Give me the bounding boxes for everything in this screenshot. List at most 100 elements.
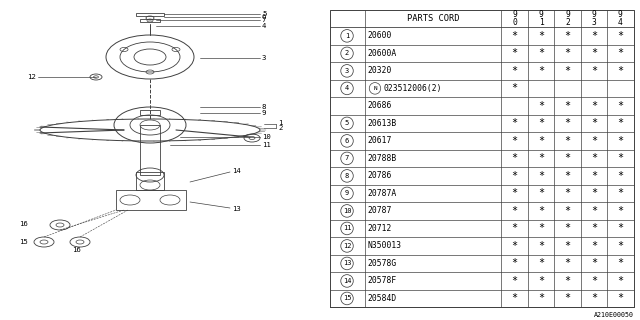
Text: 9
4: 9 4 <box>618 10 623 27</box>
Text: *: * <box>538 153 544 164</box>
Text: *: * <box>511 241 518 251</box>
Text: *: * <box>538 188 544 198</box>
Text: *: * <box>591 66 597 76</box>
Text: 10: 10 <box>262 134 271 140</box>
Text: *: * <box>591 101 597 111</box>
Bar <box>136 13 164 16</box>
Text: *: * <box>538 171 544 181</box>
Text: 11: 11 <box>343 225 351 231</box>
Text: 20578F: 20578F <box>367 276 397 285</box>
Text: 20584D: 20584D <box>367 294 397 303</box>
Text: 6: 6 <box>345 138 349 144</box>
Text: 20786: 20786 <box>367 172 392 180</box>
Text: *: * <box>591 136 597 146</box>
Text: *: * <box>511 153 518 164</box>
Text: *: * <box>618 171 623 181</box>
Text: *: * <box>564 171 571 181</box>
Text: *: * <box>564 188 571 198</box>
Text: 7: 7 <box>262 17 266 23</box>
Text: 20787A: 20787A <box>367 189 397 198</box>
Text: *: * <box>564 241 571 251</box>
Text: *: * <box>538 136 544 146</box>
Text: *: * <box>538 48 544 58</box>
Bar <box>140 125 160 175</box>
Text: *: * <box>618 118 623 128</box>
Text: *: * <box>564 31 571 41</box>
Text: *: * <box>564 259 571 268</box>
Text: 20788B: 20788B <box>367 154 397 163</box>
Text: 14: 14 <box>232 168 241 174</box>
Text: *: * <box>511 48 518 58</box>
Text: *: * <box>564 276 571 286</box>
Text: *: * <box>538 223 544 233</box>
Text: *: * <box>538 276 544 286</box>
Text: *: * <box>591 118 597 128</box>
Text: *: * <box>511 223 518 233</box>
Text: 9
0: 9 0 <box>512 10 517 27</box>
Text: *: * <box>618 66 623 76</box>
Text: *: * <box>538 31 544 41</box>
Text: *: * <box>618 101 623 111</box>
Text: 16: 16 <box>72 247 81 253</box>
Text: *: * <box>591 276 597 286</box>
Text: *: * <box>511 259 518 268</box>
Text: *: * <box>564 101 571 111</box>
Text: *: * <box>564 66 571 76</box>
Text: 9
2: 9 2 <box>565 10 570 27</box>
Text: *: * <box>618 136 623 146</box>
Bar <box>140 19 160 22</box>
Text: *: * <box>538 259 544 268</box>
Text: 9: 9 <box>262 110 266 116</box>
Text: *: * <box>618 206 623 216</box>
Text: *: * <box>511 66 518 76</box>
Text: *: * <box>511 276 518 286</box>
Text: *: * <box>618 188 623 198</box>
Text: *: * <box>564 223 571 233</box>
Text: 5: 5 <box>345 120 349 126</box>
Text: *: * <box>511 136 518 146</box>
Text: 14: 14 <box>343 278 351 284</box>
Text: 7: 7 <box>345 156 349 161</box>
Text: *: * <box>564 136 571 146</box>
Text: *: * <box>564 206 571 216</box>
Text: *: * <box>591 259 597 268</box>
Text: 2: 2 <box>345 50 349 56</box>
Text: 9
3: 9 3 <box>591 10 596 27</box>
Text: *: * <box>511 206 518 216</box>
Text: *: * <box>591 31 597 41</box>
Text: 11: 11 <box>262 142 271 148</box>
Text: *: * <box>618 293 623 303</box>
Text: 16: 16 <box>19 221 28 227</box>
Text: *: * <box>618 276 623 286</box>
Text: *: * <box>511 293 518 303</box>
Text: 20600A: 20600A <box>367 49 397 58</box>
Text: *: * <box>538 118 544 128</box>
Text: *: * <box>511 84 518 93</box>
Text: 2: 2 <box>278 125 282 131</box>
Text: *: * <box>538 66 544 76</box>
Text: 4: 4 <box>345 85 349 92</box>
Text: *: * <box>511 118 518 128</box>
Text: *: * <box>591 153 597 164</box>
Text: 4: 4 <box>262 23 266 29</box>
Text: *: * <box>618 31 623 41</box>
Text: 5: 5 <box>262 11 266 17</box>
Text: A210E00050: A210E00050 <box>594 312 634 318</box>
Text: 1: 1 <box>278 120 282 126</box>
Bar <box>140 110 160 115</box>
Text: *: * <box>618 259 623 268</box>
Text: 20600: 20600 <box>367 31 392 40</box>
Text: PARTS CORD: PARTS CORD <box>406 14 459 23</box>
Text: 9
1: 9 1 <box>539 10 543 27</box>
Text: 10: 10 <box>343 208 351 214</box>
Text: *: * <box>618 153 623 164</box>
Text: 15: 15 <box>343 295 351 301</box>
Text: 023512006(2): 023512006(2) <box>383 84 442 93</box>
Text: 20578G: 20578G <box>367 259 397 268</box>
Text: *: * <box>618 48 623 58</box>
Text: 20617: 20617 <box>367 136 392 145</box>
Text: 12: 12 <box>27 74 36 80</box>
Text: *: * <box>511 171 518 181</box>
Text: *: * <box>511 31 518 41</box>
Text: *: * <box>538 241 544 251</box>
